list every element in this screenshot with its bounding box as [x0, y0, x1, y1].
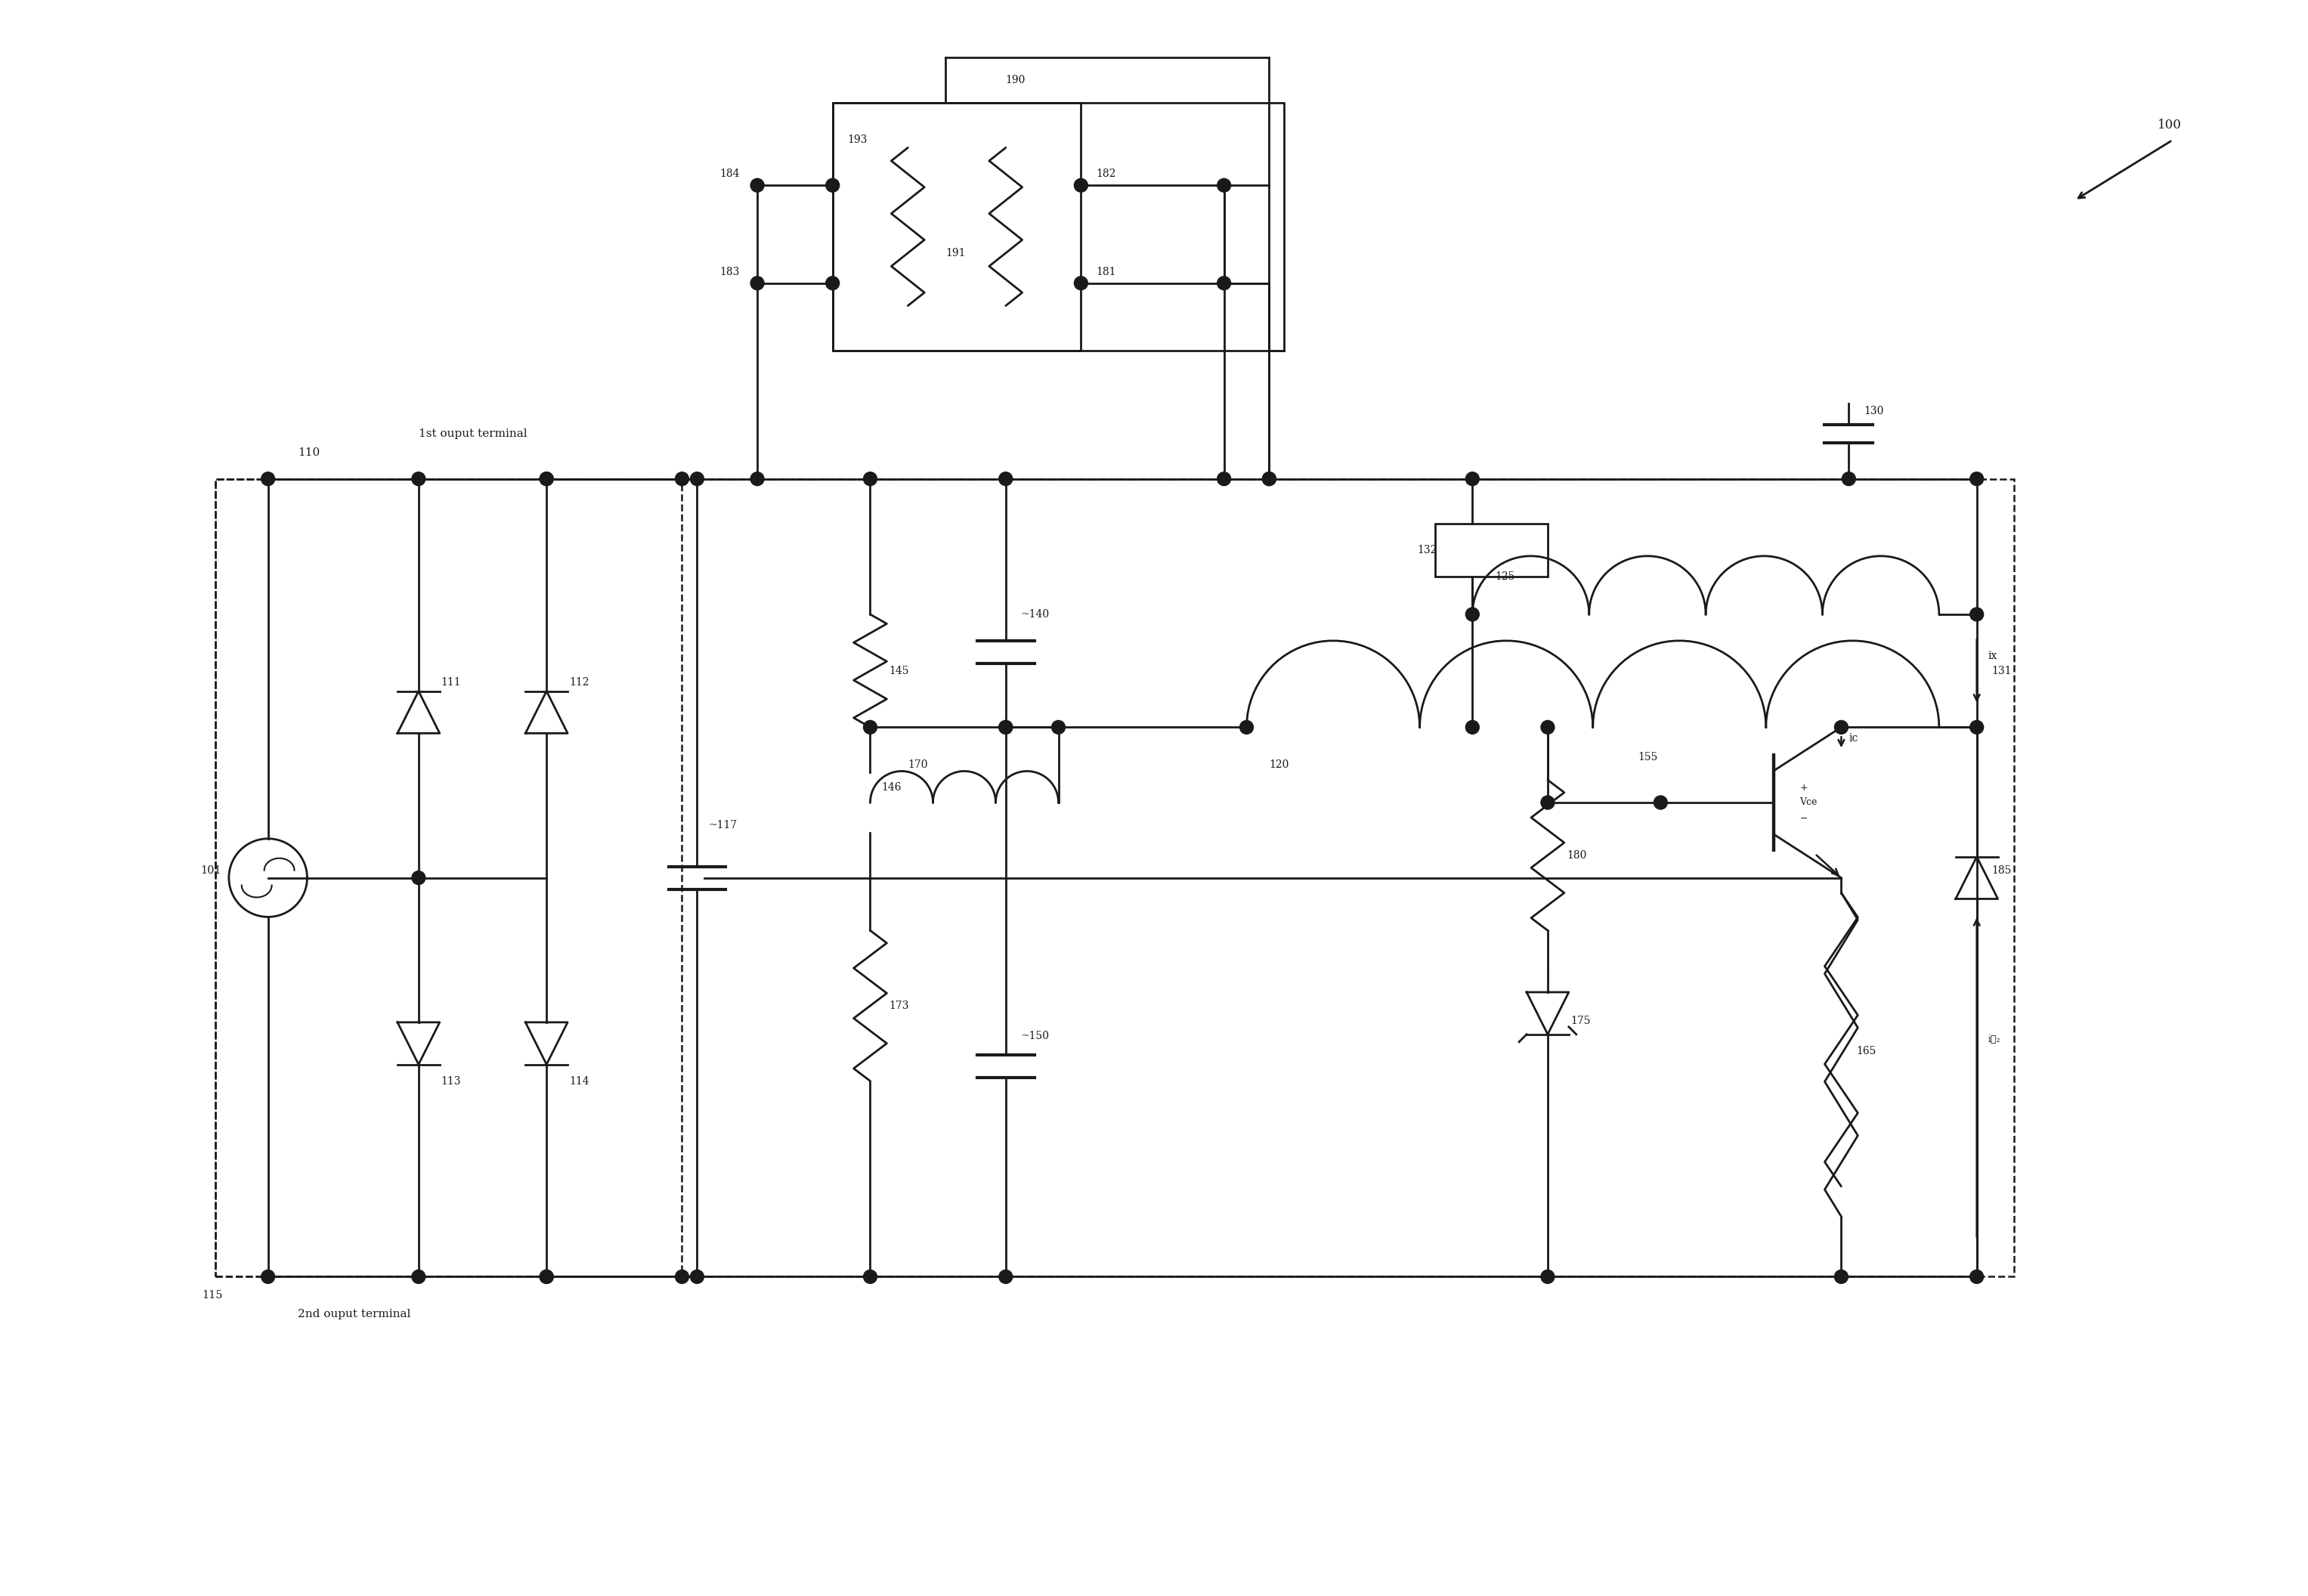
- Circle shape: [1216, 179, 1230, 192]
- Circle shape: [540, 472, 554, 485]
- Text: Vce: Vce: [1800, 798, 1816, 808]
- Text: 183: 183: [720, 267, 739, 278]
- Circle shape: [1216, 276, 1230, 290]
- Circle shape: [676, 472, 688, 485]
- Circle shape: [750, 179, 764, 192]
- Bar: [833, 102, 1080, 351]
- Circle shape: [1216, 472, 1230, 485]
- Circle shape: [690, 1270, 704, 1283]
- Text: 113: 113: [441, 1076, 462, 1087]
- Text: 146: 146: [882, 782, 902, 793]
- Text: 165: 165: [1856, 1045, 1876, 1057]
- Text: 1st ouput terminal: 1st ouput terminal: [418, 428, 526, 439]
- Circle shape: [999, 472, 1013, 485]
- Circle shape: [1073, 276, 1087, 290]
- Circle shape: [540, 1270, 554, 1283]
- Circle shape: [261, 472, 275, 485]
- Text: 100: 100: [2158, 118, 2181, 131]
- Text: 112: 112: [570, 677, 589, 688]
- Circle shape: [1466, 608, 1479, 621]
- Text: 125: 125: [1496, 571, 1514, 583]
- Text: i␢₂: i␢₂: [1987, 1034, 2001, 1044]
- Circle shape: [1262, 472, 1276, 485]
- Text: −: −: [1800, 814, 1807, 824]
- Circle shape: [1052, 720, 1066, 734]
- Circle shape: [1971, 720, 1983, 734]
- Text: ic: ic: [1849, 733, 1858, 744]
- Bar: [833, 102, 1283, 351]
- Circle shape: [1971, 608, 1983, 621]
- Text: ~140: ~140: [1020, 610, 1050, 619]
- Text: 180: 180: [1567, 851, 1586, 860]
- Text: 193: 193: [847, 134, 868, 145]
- Circle shape: [1262, 472, 1276, 485]
- Circle shape: [1835, 720, 1849, 734]
- Circle shape: [1842, 472, 1856, 485]
- Circle shape: [999, 1270, 1013, 1283]
- Circle shape: [750, 276, 764, 290]
- Circle shape: [999, 720, 1013, 734]
- Circle shape: [690, 472, 704, 485]
- Text: 120: 120: [1269, 760, 1290, 771]
- Circle shape: [1971, 472, 1983, 485]
- Circle shape: [411, 1270, 425, 1283]
- Circle shape: [1542, 1270, 1556, 1283]
- Circle shape: [411, 871, 425, 884]
- Text: ix: ix: [1987, 651, 1996, 661]
- Text: 184: 184: [720, 169, 739, 179]
- Circle shape: [1466, 720, 1479, 734]
- Text: 111: 111: [441, 677, 462, 688]
- Circle shape: [863, 472, 877, 485]
- Text: 173: 173: [889, 1001, 909, 1010]
- Bar: [215, 479, 2015, 1277]
- Text: 155: 155: [1639, 752, 1657, 763]
- Circle shape: [1655, 796, 1666, 809]
- Text: 191: 191: [946, 247, 965, 259]
- Circle shape: [826, 179, 840, 192]
- Text: ~117: ~117: [709, 820, 736, 830]
- Circle shape: [1542, 796, 1556, 809]
- Circle shape: [826, 276, 840, 290]
- Bar: [1436, 523, 1549, 576]
- Circle shape: [261, 1270, 275, 1283]
- Text: 114: 114: [570, 1076, 589, 1087]
- Text: ~150: ~150: [1020, 1031, 1050, 1041]
- Text: 182: 182: [1096, 169, 1117, 179]
- Circle shape: [411, 472, 425, 485]
- Circle shape: [1542, 720, 1556, 734]
- Text: 130: 130: [1865, 405, 1883, 417]
- Text: 101: 101: [201, 865, 222, 876]
- Text: 2nd ouput terminal: 2nd ouput terminal: [298, 1309, 411, 1320]
- Circle shape: [863, 1270, 877, 1283]
- Text: 185: 185: [1992, 865, 2013, 876]
- Text: 132: 132: [1417, 546, 1438, 555]
- Text: 175: 175: [1569, 1015, 1590, 1026]
- Text: 110: 110: [298, 447, 321, 458]
- Bar: [215, 479, 683, 1277]
- Text: 145: 145: [889, 666, 909, 677]
- Text: 131: 131: [1992, 666, 2013, 677]
- Text: 181: 181: [1096, 267, 1117, 278]
- Text: 190: 190: [1006, 75, 1025, 85]
- Text: 115: 115: [203, 1290, 224, 1301]
- Circle shape: [1239, 720, 1253, 734]
- Circle shape: [1971, 1270, 1983, 1283]
- Text: +: +: [1800, 782, 1807, 792]
- Circle shape: [1466, 472, 1479, 485]
- Circle shape: [540, 1270, 554, 1283]
- Text: 170: 170: [907, 760, 928, 771]
- Circle shape: [1073, 179, 1087, 192]
- Circle shape: [1835, 1270, 1849, 1283]
- Circle shape: [750, 472, 764, 485]
- Circle shape: [999, 720, 1013, 734]
- Circle shape: [540, 472, 554, 485]
- Circle shape: [863, 720, 877, 734]
- Circle shape: [676, 1270, 688, 1283]
